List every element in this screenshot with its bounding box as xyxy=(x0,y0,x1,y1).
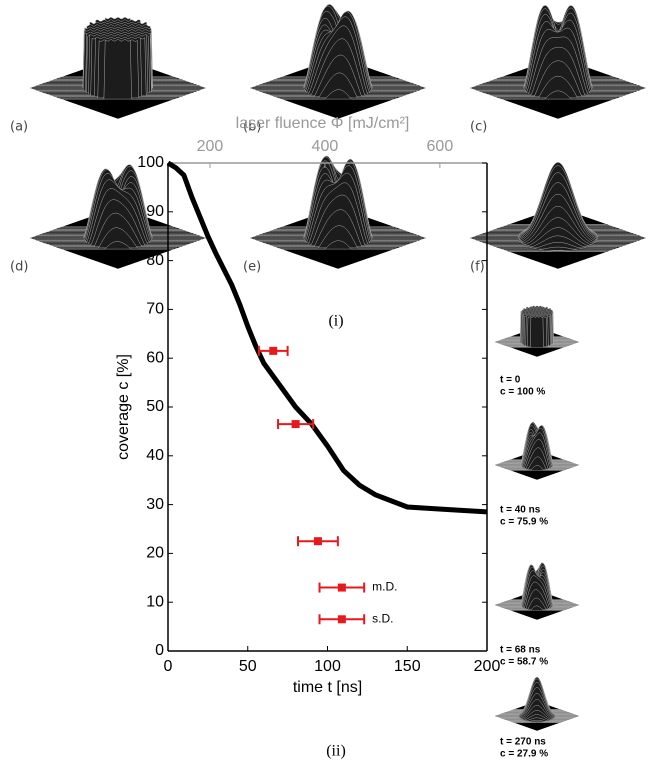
surface-slice xyxy=(510,316,564,348)
data-point xyxy=(313,537,322,546)
y-tick-label: 100 xyxy=(137,154,164,171)
surface-slice xyxy=(58,227,177,249)
x-tick-label: 100 xyxy=(314,658,341,675)
y-tick-label: 50 xyxy=(146,398,164,415)
surface-slice xyxy=(281,89,394,100)
y-tick-label: 20 xyxy=(146,545,164,562)
surface-plot xyxy=(30,17,206,119)
caption-i: (i) xyxy=(328,313,343,330)
surface-slice xyxy=(510,605,564,611)
surface-slice xyxy=(511,719,563,723)
y-tick-label: 0 xyxy=(155,642,164,659)
surface-slice xyxy=(510,717,564,722)
surface-plot xyxy=(30,164,206,269)
x-tick-label: 0 xyxy=(164,658,173,675)
point-label: s.D. xyxy=(372,611,393,625)
x2-tick-label: 600 xyxy=(427,138,454,155)
y-tick-label: 60 xyxy=(146,349,164,366)
point-label: m.D. xyxy=(372,580,397,594)
surface-plot xyxy=(250,155,426,269)
panel-label: (c) xyxy=(470,120,487,135)
surface-slice xyxy=(510,465,564,471)
surface-slice xyxy=(513,721,561,723)
y-tick-label: 40 xyxy=(146,447,164,464)
inset-time: t = 270 ns xyxy=(500,737,546,748)
inset-coverage: c = 27.9 % xyxy=(500,749,548,760)
x2-axis-label: laser fluence Φ [mJ/cm²] xyxy=(236,115,410,132)
surface-slice xyxy=(278,225,397,249)
surface-plot xyxy=(495,562,579,620)
y-tick-label: 90 xyxy=(146,203,164,220)
inset-coverage: c = 100 % xyxy=(500,387,545,398)
surface-plot xyxy=(495,305,579,357)
surface-slice xyxy=(508,597,566,610)
surface-slice xyxy=(508,250,607,252)
surface-slice xyxy=(501,90,614,100)
x-tick-label: 50 xyxy=(239,658,257,675)
surface-slice xyxy=(278,72,397,99)
y-tick-label: 70 xyxy=(146,301,164,318)
inset-time: t = 40 ns xyxy=(500,505,541,516)
panel-label: (a) xyxy=(10,120,28,135)
surface-plot xyxy=(470,162,646,269)
surface-plot xyxy=(495,421,579,480)
y-tick-label: 30 xyxy=(146,496,164,513)
surface-slice xyxy=(61,39,174,100)
y-axis-label: coverage c [%] xyxy=(115,354,132,460)
surface-slice xyxy=(501,242,614,250)
caption-ii: (ii) xyxy=(326,743,346,760)
inset-coverage: c = 75.9 % xyxy=(500,517,548,528)
inset-coverage: c = 58.7 % xyxy=(500,657,548,668)
surface-slice xyxy=(505,246,611,251)
surface-slice xyxy=(508,456,566,470)
panel-label: (b) xyxy=(243,120,261,135)
inset-time: t = 0 xyxy=(500,375,521,386)
surface-plots xyxy=(30,4,646,731)
y-tick-label: 10 xyxy=(146,593,164,610)
panel-label: (e) xyxy=(243,260,261,275)
x-tick-label: 200 xyxy=(474,658,501,675)
data-point xyxy=(337,583,346,592)
surface-plot xyxy=(250,4,426,119)
x-axis-label: time t [ns] xyxy=(293,679,362,696)
data-point xyxy=(337,615,346,624)
y-tick-label: 80 xyxy=(146,252,164,269)
x2-tick-label: 400 xyxy=(312,138,339,155)
panel-label: (d) xyxy=(10,260,28,275)
surface-slice xyxy=(61,241,174,250)
surface-plot xyxy=(470,5,646,119)
surface-slice xyxy=(498,75,617,99)
x-tick-label: 150 xyxy=(394,658,421,675)
data-point xyxy=(269,346,278,355)
inset-time: t = 68 ns xyxy=(500,645,541,656)
x2-tick-label: 200 xyxy=(197,138,224,155)
surface-slice xyxy=(281,240,394,250)
data-point xyxy=(291,420,300,429)
panel-label: (f) xyxy=(470,260,485,275)
surface-plot xyxy=(495,676,579,731)
